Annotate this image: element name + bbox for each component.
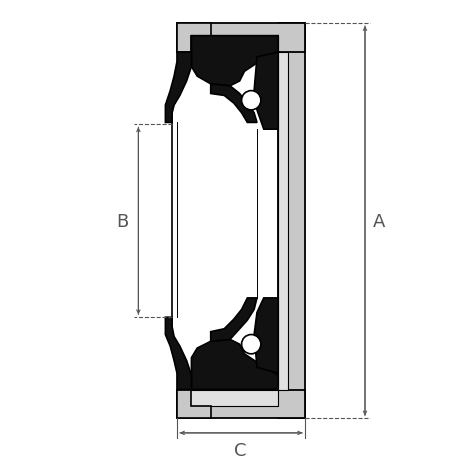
Text: C: C bbox=[234, 441, 246, 459]
Polygon shape bbox=[177, 390, 278, 406]
Circle shape bbox=[241, 335, 260, 354]
Polygon shape bbox=[210, 84, 257, 123]
Text: A: A bbox=[372, 213, 384, 230]
Polygon shape bbox=[177, 390, 304, 419]
Polygon shape bbox=[278, 24, 304, 419]
Polygon shape bbox=[177, 390, 210, 419]
Polygon shape bbox=[165, 53, 191, 123]
Text: B: B bbox=[116, 213, 129, 230]
Polygon shape bbox=[177, 24, 210, 53]
Polygon shape bbox=[210, 298, 257, 341]
Polygon shape bbox=[253, 298, 278, 373]
Polygon shape bbox=[253, 53, 278, 130]
Polygon shape bbox=[191, 37, 278, 87]
Polygon shape bbox=[177, 24, 304, 53]
Polygon shape bbox=[278, 53, 287, 390]
Circle shape bbox=[241, 91, 260, 111]
Polygon shape bbox=[165, 318, 191, 390]
Polygon shape bbox=[177, 37, 278, 53]
Polygon shape bbox=[191, 340, 278, 390]
